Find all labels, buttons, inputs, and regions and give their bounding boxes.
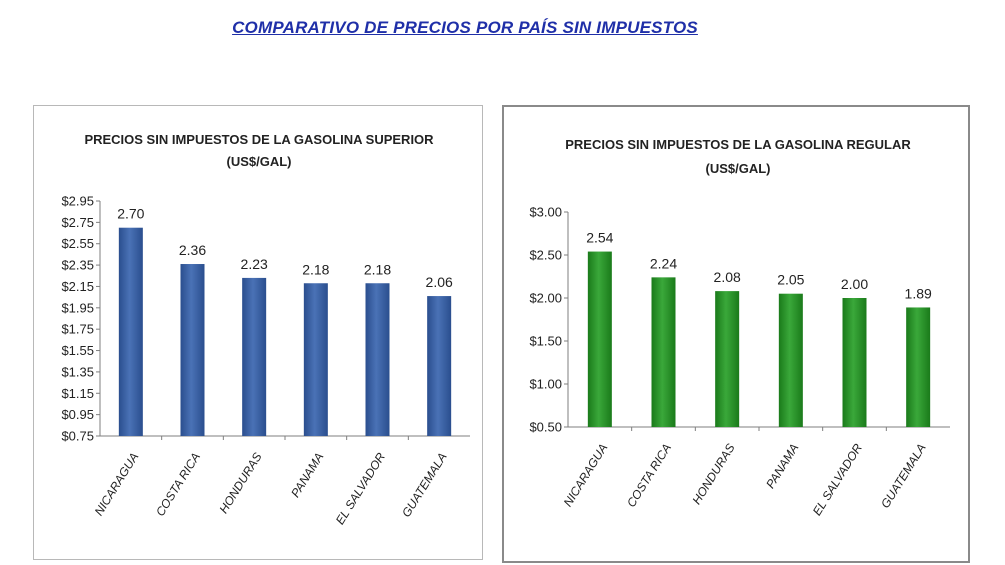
y-tick-label: $1.35 xyxy=(61,364,94,379)
data-label: 2.00 xyxy=(841,276,868,292)
data-label: 2.24 xyxy=(650,255,677,271)
data-label: 2.06 xyxy=(426,274,453,290)
y-tick-label: $2.35 xyxy=(61,258,94,273)
bar xyxy=(303,283,328,436)
chart-regular: PRECIOS SIN IMPUESTOS DE LA GASOLINA REG… xyxy=(529,137,950,518)
bar xyxy=(842,298,867,427)
category-label: HONDURAS xyxy=(216,450,264,516)
y-tick-label: $1.75 xyxy=(61,322,94,337)
data-label: 1.89 xyxy=(905,285,932,301)
data-label: 2.05 xyxy=(777,272,804,288)
y-tick-label: $1.00 xyxy=(529,377,562,392)
bar xyxy=(242,277,267,436)
data-label: 2.08 xyxy=(714,269,741,285)
data-label: 2.18 xyxy=(364,261,391,277)
bar xyxy=(906,307,931,427)
category-label: GUATEMALA xyxy=(878,441,929,510)
chart-title: PRECIOS SIN IMPUESTOS DE LA GASOLINA REG… xyxy=(565,137,911,152)
y-tick-label: $0.95 xyxy=(61,407,94,422)
category-label: PANAMA xyxy=(763,441,801,491)
y-tick-label: $2.50 xyxy=(529,248,562,263)
category-label: EL SALVADOR xyxy=(810,441,865,518)
y-tick-label: $2.75 xyxy=(61,215,94,230)
bar xyxy=(427,296,452,436)
bar xyxy=(651,277,676,427)
bar xyxy=(778,293,803,427)
y-tick-label: $2.95 xyxy=(61,194,94,209)
page-title: COMPARATIVO DE PRECIOS POR PAÍS SIN IMPU… xyxy=(232,18,698,37)
category-label: HONDURAS xyxy=(689,441,737,507)
bar xyxy=(118,227,143,436)
bar xyxy=(587,251,612,427)
category-label: GUATEMALA xyxy=(399,450,450,519)
category-label: EL SALVADOR xyxy=(333,450,388,527)
y-tick-label: $1.50 xyxy=(529,334,562,349)
data-label: 2.70 xyxy=(117,206,144,222)
y-tick-label: $1.15 xyxy=(61,386,94,401)
chart-title: PRECIOS SIN IMPUESTOS DE LA GASOLINA SUP… xyxy=(84,132,434,147)
bar xyxy=(180,264,205,436)
bar xyxy=(365,283,390,436)
y-tick-label: $3.00 xyxy=(529,205,562,220)
y-tick-label: $0.75 xyxy=(61,429,94,444)
data-label: 2.54 xyxy=(586,230,613,246)
data-label: 2.18 xyxy=(302,261,329,277)
y-tick-label: $2.15 xyxy=(61,279,94,294)
y-tick-label: $1.55 xyxy=(61,343,94,358)
category-label: COSTA RICA xyxy=(153,450,203,518)
y-tick-label: $1.95 xyxy=(61,300,94,315)
chart-subtitle: (US$/GAL) xyxy=(227,154,292,169)
category-label: NICARAGUA xyxy=(561,441,611,509)
chart-subtitle: (US$/GAL) xyxy=(706,161,771,176)
data-label: 2.23 xyxy=(241,256,268,272)
y-tick-label: $2.00 xyxy=(529,291,562,306)
chart-superior: PRECIOS SIN IMPUESTOS DE LA GASOLINA SUP… xyxy=(61,132,470,527)
chart-panel-superior: PRECIOS SIN IMPUESTOS DE LA GASOLINA SUP… xyxy=(33,105,483,560)
category-label: NICARAGUA xyxy=(92,450,142,518)
chart-panel-regular: PRECIOS SIN IMPUESTOS DE LA GASOLINA REG… xyxy=(502,105,970,563)
y-tick-label: $0.50 xyxy=(529,420,562,435)
category-label: PANAMA xyxy=(288,450,326,500)
y-tick-label: $2.55 xyxy=(61,236,94,251)
data-label: 2.36 xyxy=(179,242,206,258)
bar xyxy=(715,291,740,427)
category-label: COSTA RICA xyxy=(624,441,674,509)
